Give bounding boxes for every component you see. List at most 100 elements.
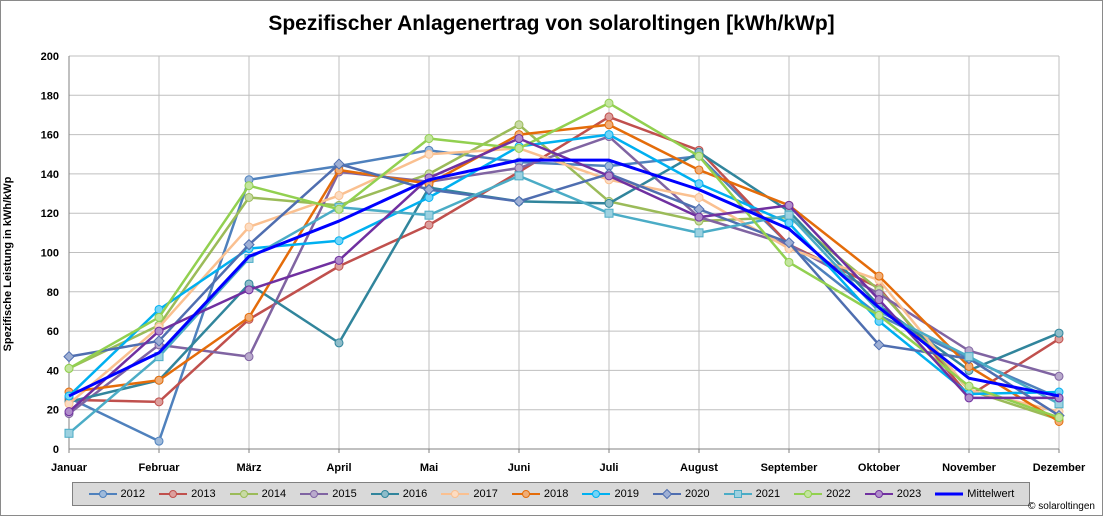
x-tick-label: April: [326, 462, 351, 474]
legend-label: 2023: [896, 488, 922, 500]
data-point: [64, 407, 74, 417]
legend-label: 2021: [755, 488, 781, 500]
data-point: [1054, 371, 1064, 381]
legend-swatch: [300, 490, 329, 498]
data-point: [153, 335, 165, 347]
data-point: [604, 208, 614, 218]
x-tick-label: Juli: [600, 462, 619, 474]
x-tick-label: März: [236, 462, 262, 474]
legend-swatch: [229, 490, 258, 498]
data-point: [694, 192, 704, 202]
data-point: [513, 195, 525, 208]
data-point: [874, 295, 884, 305]
data-point: [694, 179, 704, 189]
series-line: [68, 147, 1060, 413]
data-point: [244, 285, 254, 295]
y-tick-label: 0: [53, 444, 59, 456]
legend-marker: [874, 490, 883, 498]
legend-swatch: [370, 490, 399, 498]
legend-swatch: [441, 490, 470, 498]
legend-item: Mittelwert: [934, 488, 1014, 500]
data-point: [784, 200, 794, 210]
legend-marker: [592, 490, 601, 498]
x-tick-label: Juni: [508, 462, 531, 474]
legend-item: 2015: [299, 488, 357, 500]
series-2022: [64, 98, 1064, 423]
data-point: [873, 339, 885, 351]
copyright-credit: © solaroltingen: [1028, 501, 1095, 512]
legend-item: 2013: [158, 488, 216, 500]
data-point: [334, 236, 344, 246]
data-point: [244, 181, 254, 191]
legend-swatch: [88, 490, 117, 498]
x-tick-label: Mai: [420, 462, 438, 474]
data-point: [154, 436, 164, 446]
data-point: [514, 120, 524, 130]
legend-item: 2012: [88, 488, 145, 500]
data-point: [694, 212, 704, 222]
legend-swatch: [653, 488, 682, 500]
legend-item: 2016: [370, 488, 427, 500]
series-2020: [63, 158, 1065, 422]
x-tick-label: Februar: [139, 462, 181, 474]
legend-swatch: [582, 490, 611, 498]
data-point: [64, 363, 74, 373]
legend-label: 2016: [402, 488, 428, 500]
data-point: [964, 352, 974, 362]
series-2015: [64, 132, 1064, 419]
data-point: [784, 257, 794, 267]
data-point: [424, 149, 434, 159]
y-tick-label: 140: [41, 169, 59, 181]
data-point: [64, 399, 74, 409]
y-tick-label: 80: [47, 287, 59, 299]
data-point: [604, 112, 614, 122]
data-point: [334, 255, 344, 265]
data-point: [244, 192, 254, 202]
data-point: [874, 310, 884, 320]
y-tick-label: 160: [41, 130, 59, 142]
legend-label: 2022: [826, 488, 851, 500]
data-point: [244, 312, 254, 322]
data-point: [244, 352, 254, 362]
data-point: [514, 134, 524, 144]
chart-title: Spezifischer Anlagenertrag von solarolti…: [268, 12, 835, 35]
data-point: [964, 393, 974, 403]
legend-label: 2015: [332, 488, 357, 500]
x-tick-label: November: [942, 462, 997, 474]
x-tick-label: August: [680, 462, 718, 474]
data-point: [244, 222, 254, 232]
x-tick-label: September: [761, 462, 819, 474]
data-point: [694, 165, 704, 175]
legend-item: 2022: [793, 488, 851, 500]
series-mittelwert: [68, 158, 1060, 398]
legend-marker: [733, 490, 742, 498]
data-point: [783, 236, 795, 249]
y-tick-label: 200: [41, 51, 59, 63]
data-point: [1054, 413, 1064, 423]
legend-item: 2017: [440, 488, 498, 500]
legend-swatch: [935, 492, 964, 496]
x-tick-label: Dezember: [1033, 462, 1086, 474]
data-point: [154, 312, 164, 322]
x-tick-label: Oktober: [858, 462, 901, 474]
legend-label: 2014: [261, 488, 287, 500]
series-line: [68, 158, 1060, 398]
data-point: [424, 134, 434, 144]
legend-item: 2019: [581, 488, 639, 500]
data-point: [334, 191, 344, 201]
series-2023: [64, 134, 1064, 417]
data-point: [514, 171, 524, 181]
legend-marker: [661, 488, 673, 500]
legend-item: 2023: [864, 488, 921, 500]
legend-marker: [239, 490, 248, 498]
data-point: [874, 271, 884, 281]
data-point: [423, 183, 435, 196]
legend-swatch: [159, 490, 188, 498]
legend-item: 2018: [511, 488, 568, 500]
legend-marker: [521, 490, 530, 498]
y-tick-label: 20: [47, 405, 59, 417]
data-point: [514, 143, 524, 153]
data-point: [154, 375, 164, 385]
y-tick-label: 100: [41, 248, 59, 260]
